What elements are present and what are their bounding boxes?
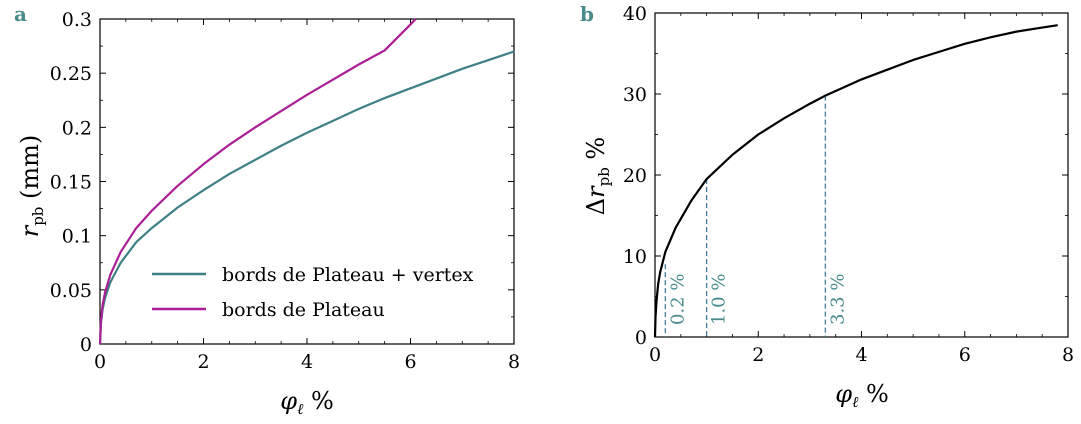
panel-a-ytick-label: 0.2	[62, 117, 92, 139]
panel-a-xlabel: φℓ %	[280, 387, 334, 418]
panel-a-legend: bords de Plateau + vertex bords de Plate…	[152, 264, 474, 321]
panel-a-ytick-label: 0.25	[50, 63, 92, 85]
annotation-label-0: 0.2 %	[667, 274, 688, 325]
panel-b-series-line-0	[653, 24, 1058, 338]
panel-b-ytick-label: 20	[623, 165, 647, 187]
panel-a-series-line-1	[98, 18, 417, 345]
panel-b-series	[653, 24, 1058, 338]
panel-a-ytick-label: 0.05	[50, 280, 92, 302]
panel-b-ytick-label: 10	[623, 246, 647, 268]
panel-b-label: b	[580, 2, 594, 26]
legend-label-plateau: bords de Plateau	[222, 299, 385, 321]
panel-a: a 0 2 4 6 8 0 0.05 0.1 0.15 0.2 0.25 0.3 rpb (mm) φ…	[14, 2, 520, 418]
panel-a-frame	[99, 18, 515, 345]
panel-a-ylabel: rpb (mm)	[16, 135, 47, 238]
panel-a-ytick-label: 0.15	[50, 172, 92, 194]
panel-a-ytick-label: 0.3	[62, 9, 92, 31]
annotation-label-2: 3.3 %	[827, 274, 848, 325]
panel-b-xtick-label: 8	[1062, 344, 1074, 366]
panel-b-ytick-label: 0	[635, 327, 647, 349]
panel-b-xlabel: φℓ %	[835, 380, 889, 411]
panel-a-axes: 0 2 4 6 8 0 0.05 0.1 0.15 0.2 0.25 0.3	[50, 9, 520, 373]
panel-a-ytick-label: 0.1	[62, 226, 92, 248]
panel-b-xtick-label: 0	[649, 344, 661, 366]
panel-b-ylabel: Δrpb %	[582, 137, 613, 215]
panel-b-xtick-label: 4	[855, 344, 867, 366]
panel-b-xtick-label: 6	[959, 344, 971, 366]
panel-b-ytick-label: 40	[623, 3, 647, 25]
panel-a-xtick-label: 8	[508, 351, 520, 373]
panel-b-ytick-label: 30	[623, 84, 647, 106]
panel-a-series-line-0	[98, 50, 515, 345]
svg-text:Δrpb %: Δrpb %	[582, 137, 613, 215]
panel-b-xtick-label: 2	[752, 344, 764, 366]
svg-text:rpb (mm): rpb (mm)	[16, 135, 47, 238]
panel-a-xtick-label: 6	[404, 351, 416, 373]
panel-b-annotations: 0.2 % 1.0 % 3.3 %	[664, 95, 848, 337]
panel-a-xtick-label: 4	[301, 351, 313, 373]
legend-label-vertex: bords de Plateau + vertex	[222, 264, 474, 286]
annotation-label-1: 1.0 %	[709, 274, 730, 325]
panel-a-series	[98, 18, 515, 345]
panel-b-axes: 0 2 4 6 8 0 10 20 30 40	[623, 3, 1074, 366]
panel-a-label: a	[14, 2, 27, 26]
panel-a-xtick-label: 0	[94, 351, 106, 373]
panel-a-xtick-label: 2	[197, 351, 209, 373]
panel-a-ytick-label: 0	[80, 334, 92, 356]
